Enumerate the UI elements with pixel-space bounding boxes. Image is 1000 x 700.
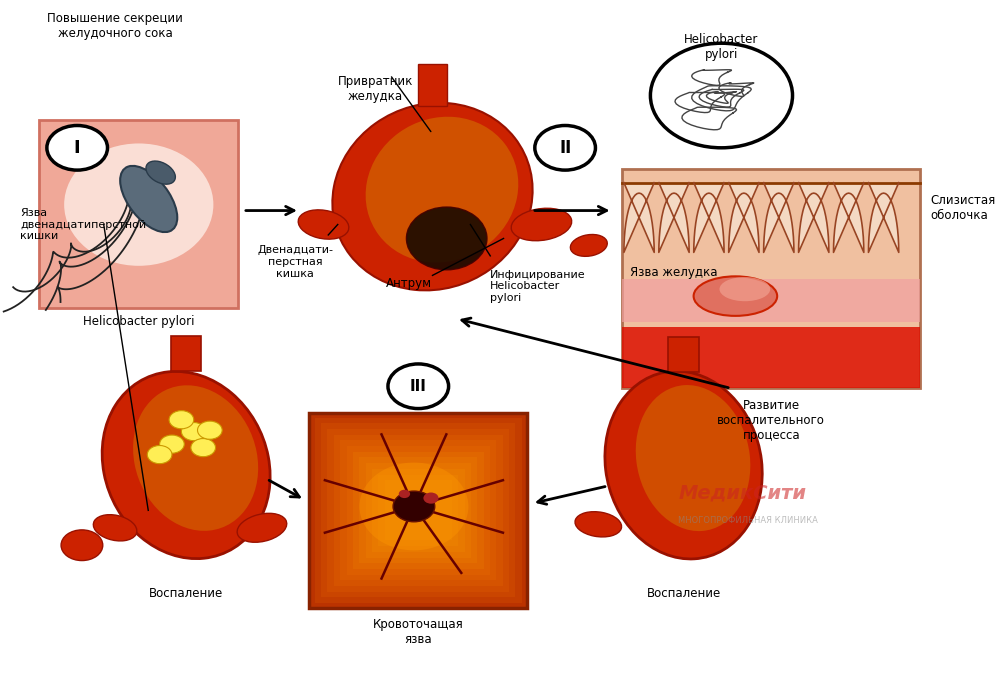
Ellipse shape [605,371,762,559]
Circle shape [198,421,222,439]
Circle shape [399,490,410,498]
FancyBboxPatch shape [39,120,238,308]
Ellipse shape [570,234,607,256]
Text: МедикСити: МедикСити [679,484,807,503]
Text: Двенадцати-
перстная
кишка: Двенадцати- перстная кишка [257,246,333,279]
Ellipse shape [298,210,349,239]
Polygon shape [694,183,724,253]
Circle shape [191,438,216,456]
Circle shape [423,493,439,504]
Polygon shape [868,183,899,253]
Circle shape [650,43,793,148]
Text: Язва
двенадцатиперстной
кишки: Язва двенадцатиперстной кишки [20,208,146,241]
Text: Привратник
желудка: Привратник желудка [338,75,413,103]
Polygon shape [659,183,689,253]
Circle shape [47,125,108,170]
FancyBboxPatch shape [366,463,471,557]
Polygon shape [834,183,864,253]
FancyBboxPatch shape [668,337,699,372]
FancyBboxPatch shape [334,435,503,586]
Ellipse shape [120,166,177,232]
FancyBboxPatch shape [315,418,522,603]
FancyBboxPatch shape [622,169,920,388]
FancyBboxPatch shape [372,469,465,552]
Ellipse shape [720,277,770,301]
FancyBboxPatch shape [347,446,490,575]
FancyBboxPatch shape [309,413,527,608]
Circle shape [160,435,184,453]
Ellipse shape [406,207,487,270]
Ellipse shape [332,103,533,290]
FancyBboxPatch shape [353,452,484,569]
Ellipse shape [146,161,175,184]
Text: III: III [410,379,427,394]
FancyBboxPatch shape [327,429,509,592]
Ellipse shape [511,209,572,241]
Text: II: II [559,139,571,157]
Text: Воспаление: Воспаление [149,587,223,600]
Circle shape [388,364,449,409]
Polygon shape [729,183,759,253]
Ellipse shape [64,144,213,266]
Bar [622,327,920,389]
Text: Кровоточащая
язва: Кровоточащая язва [373,618,464,646]
FancyBboxPatch shape [340,440,496,580]
Polygon shape [764,183,794,253]
Circle shape [61,530,103,561]
FancyBboxPatch shape [418,64,447,106]
Text: Воспаление: Воспаление [646,587,721,600]
Ellipse shape [694,276,777,316]
Text: Инфицирование
Helicobacter
pylori: Инфицирование Helicobacter pylori [490,270,586,303]
Circle shape [393,491,435,522]
Circle shape [181,423,206,440]
Circle shape [169,411,194,429]
FancyBboxPatch shape [171,336,201,371]
Text: Развитие
воспалительного
процесса: Развитие воспалительного процесса [717,399,825,442]
Text: I: I [74,139,80,157]
Bar [622,279,920,323]
Ellipse shape [133,385,258,531]
Text: Язва желудка: Язва желудка [630,266,718,279]
FancyBboxPatch shape [359,458,477,564]
Text: Антрум: Антрум [386,276,432,290]
Ellipse shape [93,514,137,541]
FancyBboxPatch shape [378,475,458,546]
Polygon shape [799,183,829,253]
Ellipse shape [102,372,270,559]
Polygon shape [624,183,654,253]
Text: Helicobacter
pylori: Helicobacter pylori [684,33,759,61]
Ellipse shape [359,463,468,550]
Circle shape [147,445,172,463]
FancyBboxPatch shape [321,424,515,597]
Ellipse shape [366,117,518,262]
Ellipse shape [575,512,622,537]
Text: Helicobacter pylori: Helicobacter pylori [83,315,195,328]
Ellipse shape [237,513,287,542]
Circle shape [535,125,595,170]
Ellipse shape [636,385,750,531]
Text: Повышение секреции
желудочного сока: Повышение секреции желудочного сока [47,12,183,40]
FancyBboxPatch shape [385,480,452,540]
Text: МНОГОПРОФИЛЬНАЯ КЛИНИКА: МНОГОПРОФИЛЬНАЯ КЛИНИКА [678,517,818,525]
Text: Слизистая
оболочка: Слизистая оболочка [930,195,995,223]
